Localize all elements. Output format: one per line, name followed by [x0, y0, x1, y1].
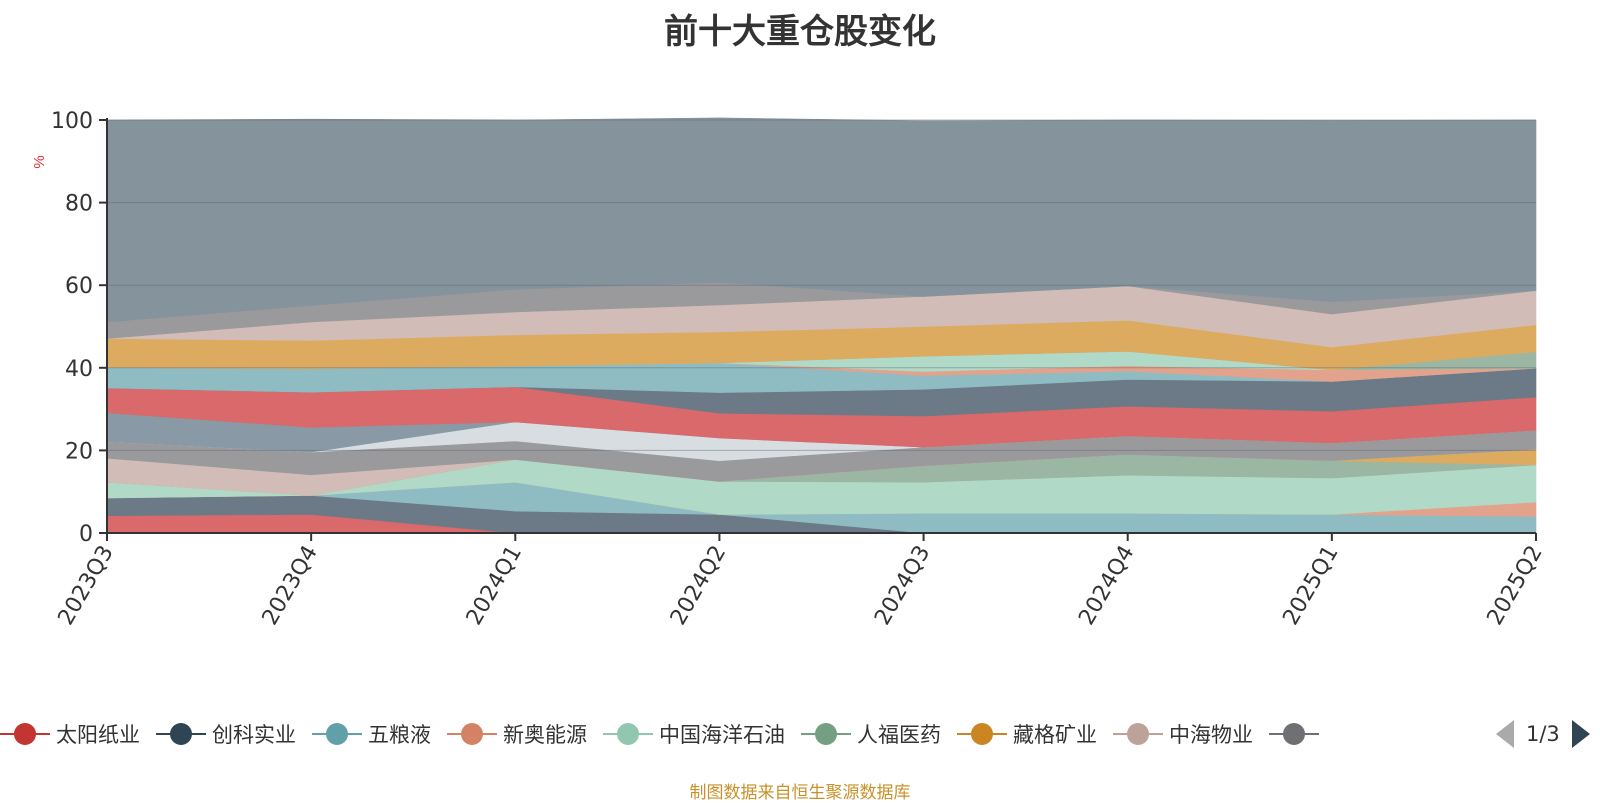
- legend-item[interactable]: 人福医药: [801, 719, 941, 749]
- legend-item[interactable]: 藏格矿业: [957, 719, 1097, 749]
- x-tick-label: 2024Q4: [1074, 541, 1139, 629]
- legend-item[interactable]: [1269, 722, 1325, 746]
- legend-label: 人福医药: [857, 723, 941, 747]
- legend-marker-icon: [1269, 722, 1319, 746]
- y-tick-label: 0: [79, 522, 93, 547]
- legend-marker-icon: [957, 722, 1007, 746]
- y-tick-label: 40: [65, 357, 93, 382]
- legend-marker-icon: [0, 722, 50, 746]
- legend-marker-icon: [156, 722, 206, 746]
- area-layer: [106, 117, 1537, 534]
- legend-page-indicator: 1/3: [1526, 722, 1560, 746]
- y-tick-label: 80: [65, 192, 93, 217]
- legend-label: 新奥能源: [503, 723, 587, 747]
- x-tick-label: 2023Q3: [54, 541, 119, 629]
- x-tick-label: 2024Q2: [666, 541, 731, 629]
- legend-marker-icon: [447, 722, 497, 746]
- legend-next-page-icon[interactable]: [1571, 720, 1590, 748]
- x-tick-label: 2025Q1: [1278, 541, 1343, 629]
- legend-item[interactable]: 中海物业: [1113, 719, 1253, 749]
- legend-label: 藏格矿业: [1013, 723, 1097, 747]
- x-tick-label: 2025Q2: [1483, 541, 1548, 629]
- y-tick-label: 100: [51, 109, 93, 134]
- legend-marker-icon: [603, 722, 653, 746]
- legend-prev-page-icon[interactable]: [1496, 720, 1514, 748]
- legend-marker-icon: [312, 722, 362, 746]
- x-tick-label: 2023Q4: [258, 541, 323, 629]
- legend-item[interactable]: 五粮液: [312, 719, 431, 749]
- grid-layer: [107, 119, 1536, 451]
- y-axis-label: %: [31, 155, 48, 168]
- legend-marker-icon: [801, 722, 851, 746]
- legend-item[interactable]: 新奥能源: [447, 719, 587, 749]
- legend-pager: 1/3: [1496, 716, 1590, 752]
- source-note: 制图数据来自恒生聚源数据库: [689, 783, 911, 803]
- legend-marker-icon: [1113, 722, 1163, 746]
- legend-item[interactable]: 中国海洋石油: [603, 719, 785, 749]
- legend-label: 五粮液: [368, 723, 431, 747]
- y-tick-label: 60: [65, 274, 93, 299]
- legend-label: 太阳纸业: [56, 723, 140, 747]
- legend-label: 中国海洋石油: [659, 723, 785, 747]
- legend-item[interactable]: 太阳纸业: [0, 719, 140, 749]
- x-tick-label: 2024Q1: [462, 541, 527, 629]
- legend-label: 中海物业: [1169, 723, 1253, 747]
- chart-title: 前十大重仓股变化: [664, 12, 936, 52]
- x-tick-label: 2024Q3: [870, 541, 935, 629]
- legend-label: 创科实业: [212, 723, 296, 747]
- legend-item[interactable]: 创科实业: [156, 719, 296, 749]
- y-tick-label: 20: [65, 439, 93, 464]
- legend: 太阳纸业 创科实业 五粮液 新奥能源 中国海洋石油 人福医药 藏格矿业 中海物业: [0, 716, 1341, 752]
- stacked-area-chart: 0 20 40 60 80 100 2023Q3 2023Q4 2024Q1 2024Q2 2024…: [31, 109, 1548, 629]
- area-series-21: [106, 117, 1537, 323]
